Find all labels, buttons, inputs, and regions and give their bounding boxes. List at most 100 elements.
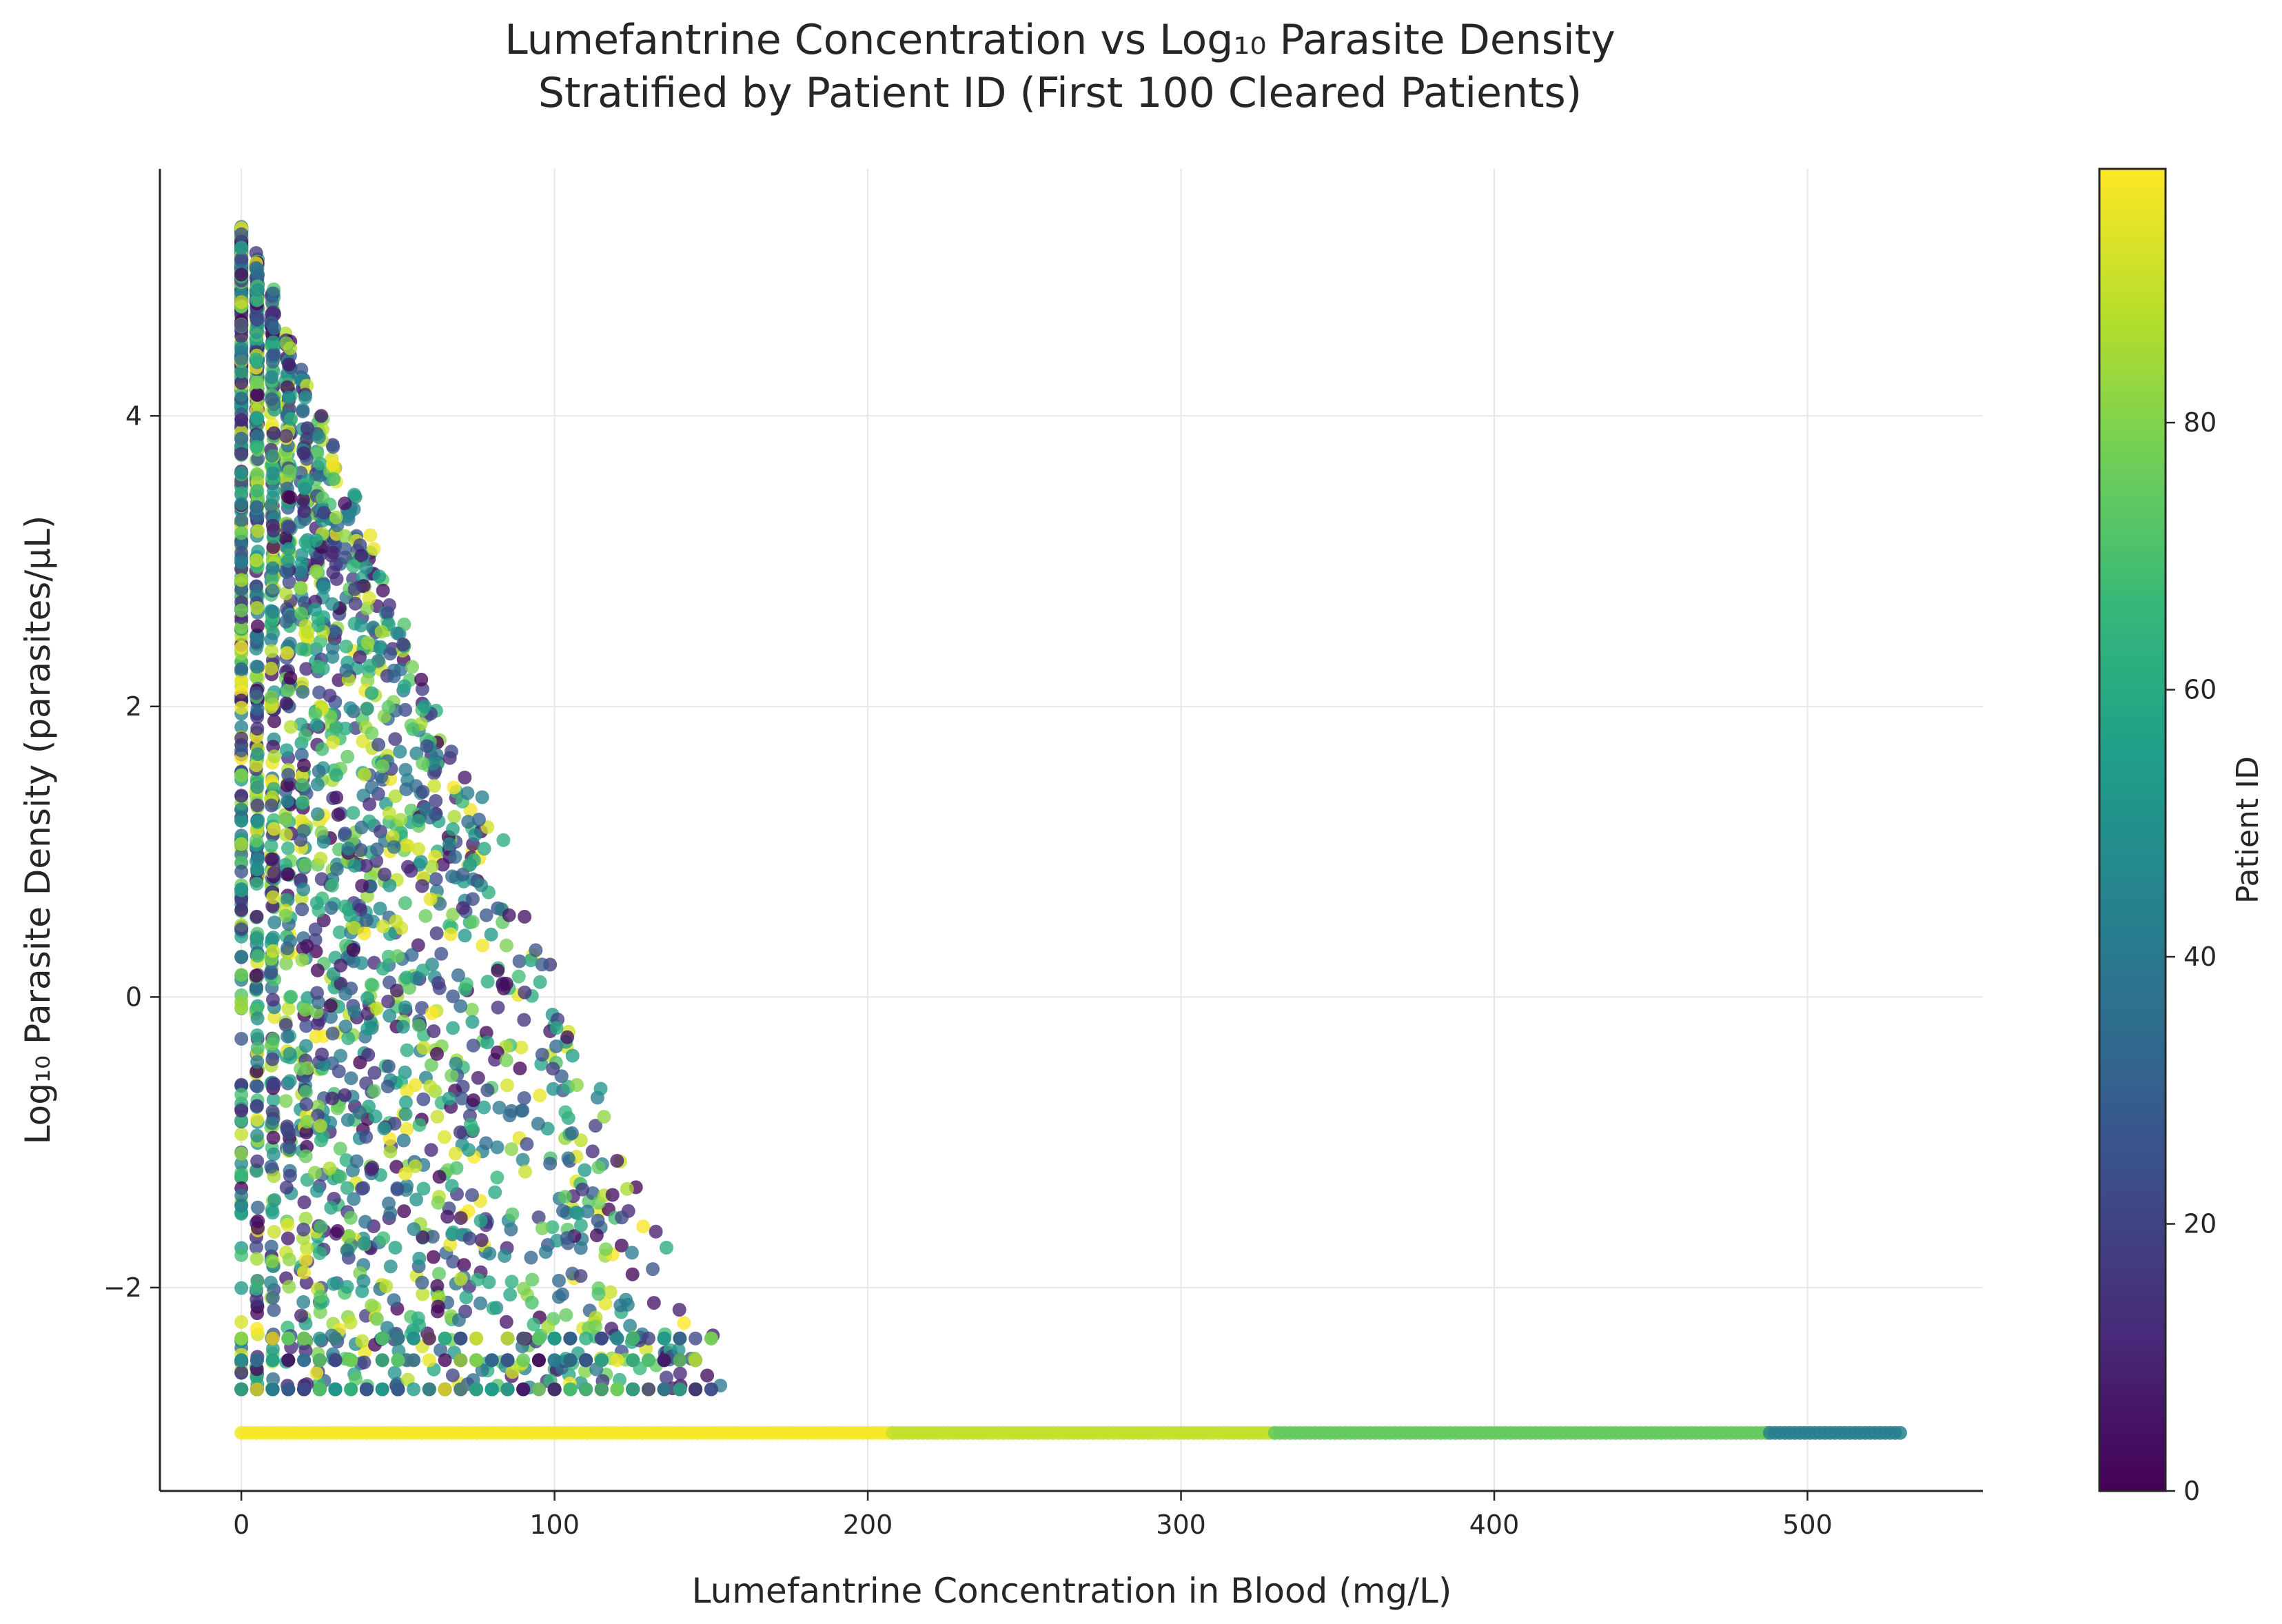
data-point xyxy=(465,1002,479,1017)
data-point xyxy=(310,986,325,1000)
data-point xyxy=(294,642,309,656)
data-point xyxy=(234,620,249,634)
data-point xyxy=(475,790,489,804)
data-point xyxy=(466,1093,480,1108)
data-point xyxy=(296,684,310,699)
data-point xyxy=(330,1224,345,1238)
data-point xyxy=(281,794,295,809)
data-point xyxy=(490,1045,505,1059)
data-point xyxy=(340,1244,354,1258)
data-point xyxy=(552,1273,566,1288)
data-point xyxy=(266,540,281,554)
data-point xyxy=(499,977,513,991)
data-point xyxy=(455,1091,469,1106)
data-point xyxy=(281,554,295,568)
data-point xyxy=(390,949,405,964)
data-point xyxy=(338,826,352,841)
data-point xyxy=(518,985,532,999)
data-point xyxy=(341,842,356,855)
data-point xyxy=(234,882,249,897)
data-point xyxy=(297,758,311,773)
data-point xyxy=(453,1125,467,1139)
data-point xyxy=(399,838,414,853)
data-point xyxy=(358,1215,372,1229)
data-point xyxy=(423,1079,437,1094)
data-point xyxy=(383,1259,398,1274)
data-point xyxy=(267,749,282,764)
data-point xyxy=(546,1082,560,1096)
data-point xyxy=(298,729,312,743)
data-point xyxy=(249,579,264,593)
data-point xyxy=(419,802,434,816)
data-point xyxy=(673,1382,687,1397)
data-point xyxy=(338,1088,352,1102)
data-point xyxy=(610,1353,624,1368)
data-point xyxy=(265,1104,280,1119)
data-point xyxy=(250,747,265,762)
data-point xyxy=(249,325,264,340)
data-point xyxy=(382,806,396,820)
data-point xyxy=(623,1319,638,1333)
data-point xyxy=(511,969,526,984)
data-point xyxy=(250,483,265,498)
data-point xyxy=(365,1161,380,1175)
data-point xyxy=(360,601,374,616)
data-point xyxy=(278,1094,293,1108)
data-point xyxy=(313,1119,327,1133)
data-point xyxy=(516,1382,531,1397)
data-point xyxy=(499,1315,513,1329)
data-point xyxy=(383,1132,397,1146)
data-point xyxy=(249,968,263,983)
data-point xyxy=(578,1364,592,1379)
data-point xyxy=(250,1055,265,1069)
data-point xyxy=(387,669,401,684)
data-point xyxy=(531,1353,546,1368)
data-point xyxy=(387,1117,402,1131)
data-point xyxy=(234,1353,249,1368)
data-point xyxy=(234,1315,249,1329)
data-point xyxy=(281,867,295,882)
data-point xyxy=(624,1246,639,1260)
data-point xyxy=(265,296,279,310)
data-point xyxy=(415,879,429,893)
x-axis-label: Lumefantrine Concentration in Blood (mg/… xyxy=(692,1571,1452,1611)
data-point xyxy=(283,671,298,685)
data-point xyxy=(347,859,362,873)
data-point xyxy=(349,1154,364,1168)
data-point xyxy=(359,1382,374,1397)
data-point xyxy=(341,1031,356,1046)
data-point xyxy=(234,486,249,500)
data-point xyxy=(486,1301,500,1315)
data-point xyxy=(591,1287,606,1301)
data-point xyxy=(589,1119,602,1133)
data-point xyxy=(400,1043,414,1057)
data-point xyxy=(265,1052,280,1066)
data-point xyxy=(314,1219,328,1234)
data-point xyxy=(490,1170,505,1185)
data-point xyxy=(249,686,263,700)
data-point xyxy=(340,509,355,523)
data-point xyxy=(323,1161,337,1175)
data-point xyxy=(297,1266,311,1279)
data-point xyxy=(249,877,264,891)
data-point xyxy=(407,1353,421,1368)
data-point xyxy=(324,901,338,915)
data-point xyxy=(482,1246,497,1261)
data-point xyxy=(473,1214,488,1228)
x-tick-label: 400 xyxy=(1469,1510,1520,1540)
data-point xyxy=(383,1206,398,1220)
data-point xyxy=(354,820,369,835)
data-point xyxy=(308,707,323,721)
data-point xyxy=(475,1363,489,1377)
data-point xyxy=(283,1046,297,1061)
data-point xyxy=(529,943,543,957)
data-point xyxy=(250,1028,265,1042)
data-point xyxy=(479,1136,493,1150)
chart-title-line-2: Stratified by Patient ID (First 100 Clea… xyxy=(538,69,1582,117)
data-point xyxy=(499,1053,513,1068)
data-point xyxy=(610,1331,624,1346)
data-point xyxy=(265,449,279,463)
data-point xyxy=(673,1353,687,1368)
data-point xyxy=(282,575,296,589)
data-point xyxy=(326,565,340,580)
